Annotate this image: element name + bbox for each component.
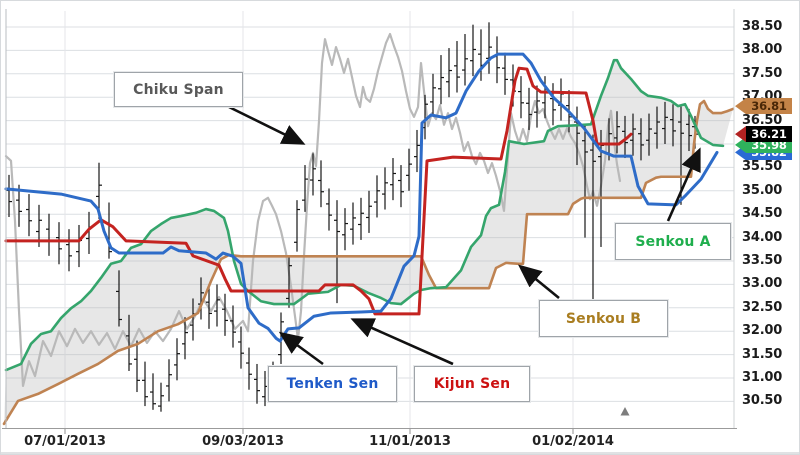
annotation-arrow: [278, 331, 324, 366]
price-tag-arrow-icon: [735, 144, 746, 161]
price-tag-last-price: 36.21: [735, 126, 792, 143]
kumo-cloud: [4, 60, 733, 424]
callout-senkou-a-label: Senkou A: [635, 233, 711, 250]
annotation-arrow: [228, 105, 306, 145]
y-axis-label: 32.50: [742, 299, 783, 315]
senkou-span-a-line: [4, 58, 725, 372]
callout-senkou-b: Senkou B: [539, 300, 668, 337]
senkou-span-b-line: [2, 99, 735, 426]
y-axis-label: 35.50: [742, 159, 783, 175]
callout-senkou-b-label: Senkou B: [565, 310, 642, 327]
ohlc-bars: [6, 22, 698, 412]
callout-chiku-span: Chiku Span: [114, 72, 243, 107]
x-axis-label: 01/02/2014: [532, 434, 614, 449]
price-tag-value: 36.81: [746, 98, 792, 115]
callout-tenken-sen-label: Tenken Sen: [286, 376, 379, 392]
kijun-sen-line: [4, 66, 633, 316]
chikou-span-line: [4, 32, 622, 388]
price-tag-arrow-icon: [735, 126, 746, 143]
price-tag-value: 36.21: [746, 126, 792, 143]
y-axis-label: 33.50: [742, 253, 783, 268]
y-axis-label: 31.50: [742, 346, 783, 362]
y-axis-label: 38.00: [742, 42, 783, 58]
y-axis-label: 35.00: [742, 182, 783, 198]
scroll-marker-icon[interactable]: [620, 407, 630, 416]
y-axis-label: 38.50: [742, 19, 783, 34]
y-axis-label: 30.50: [742, 393, 783, 409]
annotation-arrow: [350, 318, 454, 366]
callout-kijun-sen-label: Kijun Sen: [433, 376, 511, 392]
callout-chiku-span-label: Chiku Span: [133, 81, 224, 98]
y-axis-label: 32.00: [742, 323, 783, 339]
price-tag-arrow-icon: [735, 136, 746, 153]
annotation-arrow: [517, 264, 560, 300]
y-axis-label: 37.50: [742, 65, 783, 81]
tenkan-sen-line: [4, 52, 719, 343]
y-axis-label: 31.00: [742, 370, 783, 385]
y-axis-label: 33.00: [742, 276, 783, 292]
annotation-arrow: [666, 147, 701, 222]
callout-tenken-sen: Tenken Sen: [268, 366, 397, 402]
callout-senkou-a: Senkou A: [615, 223, 731, 260]
price-tag-senkou-b: 36.81: [735, 98, 792, 115]
x-axis-label: 07/01/2013: [24, 434, 106, 449]
price-tag-arrow-icon: [735, 98, 746, 115]
y-axis-label: 34.50: [742, 206, 783, 222]
y-axis-label: 36.50: [742, 112, 783, 128]
x-axis-label: 11/01/2013: [369, 434, 451, 449]
y-axis-label: 34.00: [742, 229, 783, 245]
x-axis-label: 09/03/2013: [202, 434, 284, 449]
callout-kijun-sen: Kijun Sen: [414, 366, 530, 402]
